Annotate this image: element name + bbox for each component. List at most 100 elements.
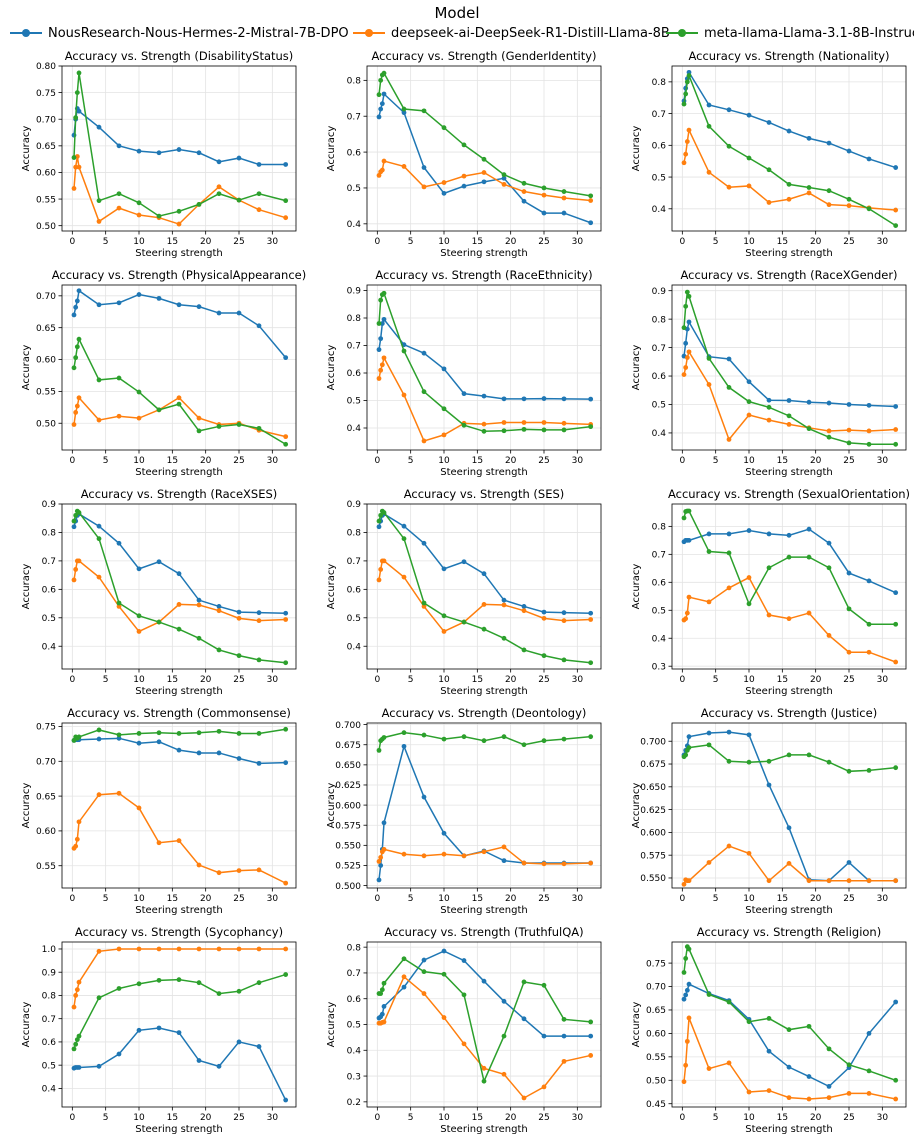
data-point-llama	[866, 441, 872, 447]
data-point-deepseek	[379, 362, 385, 368]
data-point-llama	[421, 600, 427, 606]
data-point-llama	[893, 441, 899, 447]
subplot-title: Accuracy vs. Strength (Deontology)	[382, 706, 587, 720]
x-tick-label: 10	[438, 237, 450, 247]
y-tick-label: 0.5	[347, 614, 361, 624]
data-point-deepseek	[73, 410, 79, 415]
x-tick-label: 10	[438, 1113, 450, 1123]
data-point-deepseek	[766, 417, 772, 423]
data-point-nous	[76, 108, 82, 114]
x-tick-label: 25	[233, 1113, 244, 1123]
x-tick-label: 25	[843, 1113, 854, 1123]
x-tick-label: 20	[200, 1113, 212, 1123]
series-line-deepseek	[73, 792, 287, 884]
x-tick-label: 5	[713, 237, 719, 247]
data-point-llama	[401, 106, 407, 112]
data-point-deepseek	[401, 574, 407, 580]
plot-frame	[61, 722, 297, 889]
data-point-nous	[683, 992, 689, 998]
data-point-deepseek	[806, 1096, 812, 1102]
data-point-llama	[683, 303, 689, 309]
data-point-llama	[481, 738, 487, 744]
data-point-llama	[766, 167, 772, 173]
x-tick-label: 15	[472, 1113, 483, 1123]
data-point-deepseek	[766, 612, 772, 618]
data-point-deepseek	[726, 585, 732, 591]
data-point-llama	[76, 1033, 82, 1039]
series-line-deepseek	[683, 1017, 896, 1100]
data-point-nous	[501, 396, 507, 402]
y-tick-label: 0.8	[347, 314, 362, 324]
data-point-nous	[376, 114, 382, 120]
y-tick-label: 0.50	[36, 222, 56, 232]
data-point-deepseek	[746, 412, 752, 418]
data-point-nous	[786, 398, 792, 403]
data-point-nous	[521, 198, 527, 204]
legend-entry-nous: NousResearch-Nous-Hermes-2-Mistral-7B-DP…	[10, 24, 349, 42]
x-tick-label: 0	[69, 1113, 75, 1123]
y-tick-label: 0.4	[652, 205, 667, 215]
data-point-llama	[421, 389, 427, 395]
data-point-deepseek	[96, 219, 102, 224]
data-point-deepseek	[501, 1071, 507, 1077]
data-point-llama	[176, 977, 182, 983]
data-point-deepseek	[726, 184, 732, 190]
data-point-llama	[846, 768, 852, 774]
x-tick-label: 30	[572, 894, 584, 904]
y-tick-label: 0.625	[335, 781, 361, 791]
data-point-deepseek	[74, 987, 80, 993]
data-point-llama	[236, 988, 242, 994]
data-point-nous	[766, 782, 772, 788]
data-point-deepseek	[893, 207, 899, 213]
data-point-deepseek	[683, 1062, 689, 1068]
data-point-llama	[588, 734, 594, 740]
y-tick-label: 0.3	[652, 662, 666, 672]
data-point-nous	[256, 610, 262, 616]
data-point-deepseek	[73, 164, 79, 170]
subplot-11: Accuracy vs. Strength (Deontology) 0 5 10 15…	[326, 706, 602, 916]
data-point-deepseek	[376, 376, 382, 381]
data-point-nous	[441, 566, 447, 572]
data-point-deepseek	[588, 1053, 594, 1058]
x-tick-label: 20	[810, 1113, 822, 1123]
data-point-llama	[73, 512, 79, 518]
x-tick-label: 30	[267, 1113, 279, 1123]
data-point-nous	[236, 609, 242, 615]
subplot-3: Accuracy vs. Strength (Nationality) 0 5 10 1…	[631, 49, 907, 259]
data-point-llama	[116, 600, 122, 606]
y-axis-label: Accuracy	[21, 345, 32, 391]
data-point-llama	[376, 92, 382, 98]
data-point-nous	[521, 396, 527, 402]
x-tick-label: 15	[167, 456, 178, 466]
data-point-llama	[216, 647, 222, 653]
x-tick-label: 10	[743, 675, 755, 685]
y-tick-label: 0.7	[652, 344, 666, 354]
data-point-nous	[136, 1027, 142, 1033]
data-point-llama	[401, 536, 407, 542]
data-point-llama	[501, 428, 507, 434]
data-point-nous	[236, 310, 242, 316]
data-point-llama	[684, 79, 690, 85]
data-point-deepseek	[71, 422, 77, 427]
data-point-llama	[806, 185, 812, 190]
y-tick-label: 0.6	[347, 369, 362, 379]
data-point-deepseek	[73, 993, 79, 998]
data-point-llama	[421, 732, 427, 738]
data-point-llama	[561, 427, 567, 433]
data-point-llama	[401, 730, 407, 736]
y-tick-label: 0.4	[42, 1085, 57, 1095]
data-point-deepseek	[683, 365, 689, 370]
data-point-nous	[686, 537, 692, 543]
subplot-2: Accuracy vs. Strength (GenderIdentity) 0 5…	[326, 49, 602, 259]
data-point-llama	[461, 142, 467, 148]
data-point-llama	[71, 1046, 77, 1052]
y-tick-label: 0.650	[335, 761, 361, 771]
data-point-llama	[501, 635, 507, 641]
data-point-deepseek	[376, 173, 382, 178]
data-point-nous	[421, 957, 427, 963]
data-point-deepseek	[766, 200, 772, 205]
data-point-deepseek	[381, 1019, 387, 1025]
data-point-deepseek	[136, 212, 142, 218]
x-tick-label: 10	[743, 456, 755, 466]
data-point-llama	[806, 554, 812, 560]
